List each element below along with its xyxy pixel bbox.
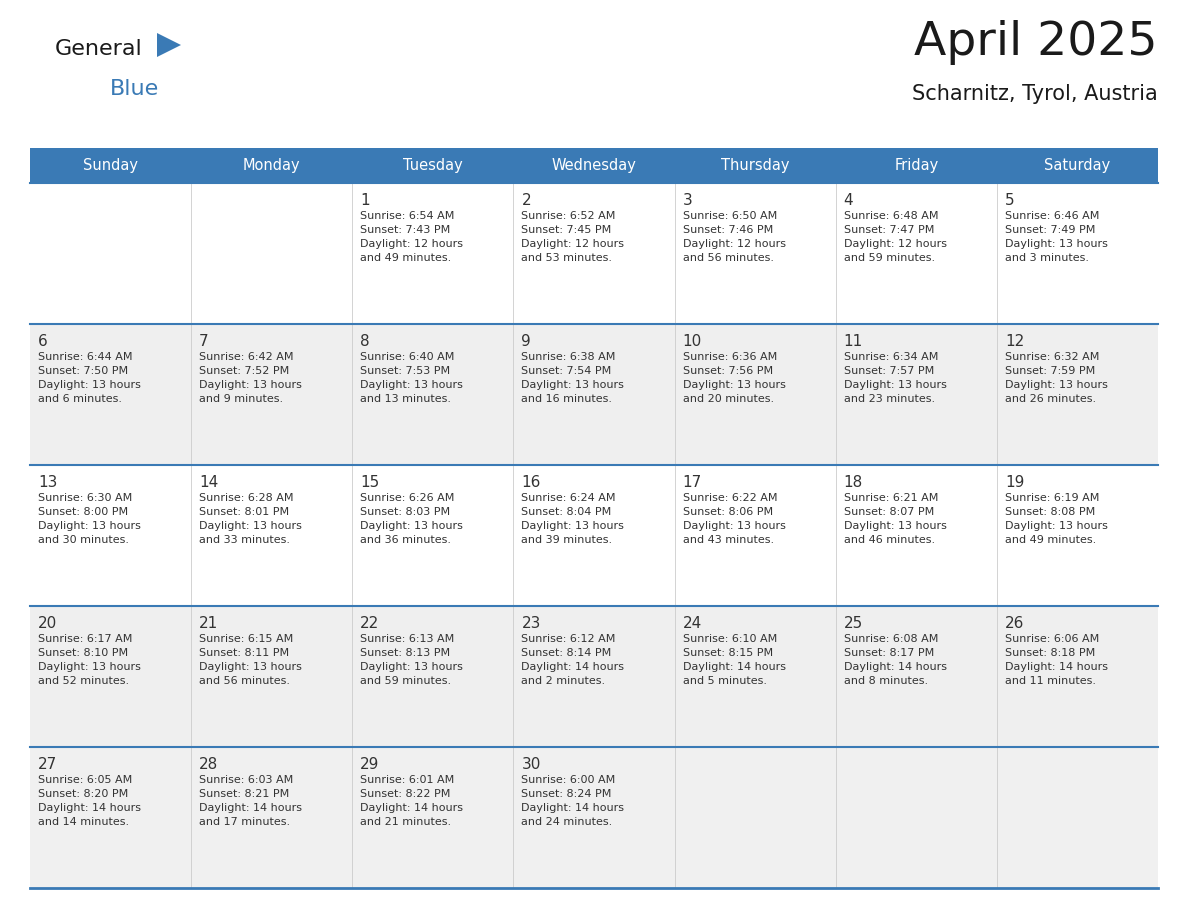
Text: Sunrise: 6:12 AM
Sunset: 8:14 PM
Daylight: 14 hours
and 2 minutes.: Sunrise: 6:12 AM Sunset: 8:14 PM Dayligh… (522, 634, 625, 686)
Text: 17: 17 (683, 475, 702, 490)
Text: Sunrise: 6:44 AM
Sunset: 7:50 PM
Daylight: 13 hours
and 6 minutes.: Sunrise: 6:44 AM Sunset: 7:50 PM Dayligh… (38, 352, 141, 404)
Text: Sunrise: 6:06 AM
Sunset: 8:18 PM
Daylight: 14 hours
and 11 minutes.: Sunrise: 6:06 AM Sunset: 8:18 PM Dayligh… (1005, 634, 1108, 686)
Text: 13: 13 (38, 475, 57, 490)
Text: Sunrise: 6:52 AM
Sunset: 7:45 PM
Daylight: 12 hours
and 53 minutes.: Sunrise: 6:52 AM Sunset: 7:45 PM Dayligh… (522, 211, 625, 263)
Text: 21: 21 (200, 616, 219, 631)
Text: 27: 27 (38, 757, 57, 772)
Text: 20: 20 (38, 616, 57, 631)
Text: Blue: Blue (110, 79, 159, 99)
Text: Sunrise: 6:38 AM
Sunset: 7:54 PM
Daylight: 13 hours
and 16 minutes.: Sunrise: 6:38 AM Sunset: 7:54 PM Dayligh… (522, 352, 625, 404)
Text: Sunrise: 6:05 AM
Sunset: 8:20 PM
Daylight: 14 hours
and 14 minutes.: Sunrise: 6:05 AM Sunset: 8:20 PM Dayligh… (38, 775, 141, 827)
Text: Sunrise: 6:22 AM
Sunset: 8:06 PM
Daylight: 13 hours
and 43 minutes.: Sunrise: 6:22 AM Sunset: 8:06 PM Dayligh… (683, 493, 785, 545)
Text: Scharnitz, Tyrol, Austria: Scharnitz, Tyrol, Austria (912, 84, 1158, 104)
Text: 9: 9 (522, 334, 531, 349)
Text: 22: 22 (360, 616, 379, 631)
Text: Monday: Monday (242, 158, 301, 173)
Text: 3: 3 (683, 193, 693, 208)
Text: Wednesday: Wednesday (551, 158, 637, 173)
Text: Friday: Friday (895, 158, 939, 173)
Text: Sunrise: 6:50 AM
Sunset: 7:46 PM
Daylight: 12 hours
and 56 minutes.: Sunrise: 6:50 AM Sunset: 7:46 PM Dayligh… (683, 211, 785, 263)
Text: 6: 6 (38, 334, 48, 349)
Text: 14: 14 (200, 475, 219, 490)
Text: Thursday: Thursday (721, 158, 789, 173)
Text: Saturday: Saturday (1044, 158, 1111, 173)
Text: 5: 5 (1005, 193, 1015, 208)
Text: Sunrise: 6:42 AM
Sunset: 7:52 PM
Daylight: 13 hours
and 9 minutes.: Sunrise: 6:42 AM Sunset: 7:52 PM Dayligh… (200, 352, 302, 404)
Text: 19: 19 (1005, 475, 1024, 490)
Text: Sunrise: 6:48 AM
Sunset: 7:47 PM
Daylight: 12 hours
and 59 minutes.: Sunrise: 6:48 AM Sunset: 7:47 PM Dayligh… (843, 211, 947, 263)
Text: Sunrise: 6:03 AM
Sunset: 8:21 PM
Daylight: 14 hours
and 17 minutes.: Sunrise: 6:03 AM Sunset: 8:21 PM Dayligh… (200, 775, 302, 827)
Text: Sunrise: 6:30 AM
Sunset: 8:00 PM
Daylight: 13 hours
and 30 minutes.: Sunrise: 6:30 AM Sunset: 8:00 PM Dayligh… (38, 493, 141, 545)
Text: 30: 30 (522, 757, 541, 772)
Text: 26: 26 (1005, 616, 1024, 631)
Text: Sunrise: 6:54 AM
Sunset: 7:43 PM
Daylight: 12 hours
and 49 minutes.: Sunrise: 6:54 AM Sunset: 7:43 PM Dayligh… (360, 211, 463, 263)
Bar (30, 747, 1158, 888)
Bar (30, 183, 1158, 324)
Text: Sunrise: 6:24 AM
Sunset: 8:04 PM
Daylight: 13 hours
and 39 minutes.: Sunrise: 6:24 AM Sunset: 8:04 PM Dayligh… (522, 493, 625, 545)
Bar (30, 324, 1158, 465)
Text: Sunrise: 6:13 AM
Sunset: 8:13 PM
Daylight: 13 hours
and 59 minutes.: Sunrise: 6:13 AM Sunset: 8:13 PM Dayligh… (360, 634, 463, 686)
Text: 16: 16 (522, 475, 541, 490)
Text: Sunrise: 6:26 AM
Sunset: 8:03 PM
Daylight: 13 hours
and 36 minutes.: Sunrise: 6:26 AM Sunset: 8:03 PM Dayligh… (360, 493, 463, 545)
Text: Sunrise: 6:46 AM
Sunset: 7:49 PM
Daylight: 13 hours
and 3 minutes.: Sunrise: 6:46 AM Sunset: 7:49 PM Dayligh… (1005, 211, 1107, 263)
Text: 23: 23 (522, 616, 541, 631)
Text: 18: 18 (843, 475, 862, 490)
Text: Sunrise: 6:01 AM
Sunset: 8:22 PM
Daylight: 14 hours
and 21 minutes.: Sunrise: 6:01 AM Sunset: 8:22 PM Dayligh… (360, 775, 463, 827)
Text: Tuesday: Tuesday (403, 158, 463, 173)
Text: 7: 7 (200, 334, 209, 349)
Text: Sunrise: 6:40 AM
Sunset: 7:53 PM
Daylight: 13 hours
and 13 minutes.: Sunrise: 6:40 AM Sunset: 7:53 PM Dayligh… (360, 352, 463, 404)
Bar (30, 465, 1158, 606)
Text: 4: 4 (843, 193, 853, 208)
Text: Sunrise: 6:36 AM
Sunset: 7:56 PM
Daylight: 13 hours
and 20 minutes.: Sunrise: 6:36 AM Sunset: 7:56 PM Dayligh… (683, 352, 785, 404)
Text: 11: 11 (843, 334, 862, 349)
Text: 2: 2 (522, 193, 531, 208)
Text: 25: 25 (843, 616, 862, 631)
Text: 10: 10 (683, 334, 702, 349)
Bar (30, 606, 1158, 747)
Text: 12: 12 (1005, 334, 1024, 349)
Text: 1: 1 (360, 193, 369, 208)
Text: Sunrise: 6:17 AM
Sunset: 8:10 PM
Daylight: 13 hours
and 52 minutes.: Sunrise: 6:17 AM Sunset: 8:10 PM Dayligh… (38, 634, 141, 686)
Text: Sunrise: 6:15 AM
Sunset: 8:11 PM
Daylight: 13 hours
and 56 minutes.: Sunrise: 6:15 AM Sunset: 8:11 PM Dayligh… (200, 634, 302, 686)
Polygon shape (157, 33, 181, 57)
Text: Sunrise: 6:28 AM
Sunset: 8:01 PM
Daylight: 13 hours
and 33 minutes.: Sunrise: 6:28 AM Sunset: 8:01 PM Dayligh… (200, 493, 302, 545)
Text: 24: 24 (683, 616, 702, 631)
Text: Sunday: Sunday (83, 158, 138, 173)
Text: Sunrise: 6:34 AM
Sunset: 7:57 PM
Daylight: 13 hours
and 23 minutes.: Sunrise: 6:34 AM Sunset: 7:57 PM Dayligh… (843, 352, 947, 404)
Text: Sunrise: 6:00 AM
Sunset: 8:24 PM
Daylight: 14 hours
and 24 minutes.: Sunrise: 6:00 AM Sunset: 8:24 PM Dayligh… (522, 775, 625, 827)
Text: Sunrise: 6:32 AM
Sunset: 7:59 PM
Daylight: 13 hours
and 26 minutes.: Sunrise: 6:32 AM Sunset: 7:59 PM Dayligh… (1005, 352, 1107, 404)
Text: 28: 28 (200, 757, 219, 772)
Text: Sunrise: 6:10 AM
Sunset: 8:15 PM
Daylight: 14 hours
and 5 minutes.: Sunrise: 6:10 AM Sunset: 8:15 PM Dayligh… (683, 634, 785, 686)
Text: Sunrise: 6:08 AM
Sunset: 8:17 PM
Daylight: 14 hours
and 8 minutes.: Sunrise: 6:08 AM Sunset: 8:17 PM Dayligh… (843, 634, 947, 686)
Text: 15: 15 (360, 475, 379, 490)
Text: April 2025: April 2025 (915, 20, 1158, 65)
Text: Sunrise: 6:19 AM
Sunset: 8:08 PM
Daylight: 13 hours
and 49 minutes.: Sunrise: 6:19 AM Sunset: 8:08 PM Dayligh… (1005, 493, 1107, 545)
Bar (30, 148, 1158, 183)
Text: 29: 29 (360, 757, 380, 772)
Text: General: General (55, 39, 143, 59)
Text: Sunrise: 6:21 AM
Sunset: 8:07 PM
Daylight: 13 hours
and 46 minutes.: Sunrise: 6:21 AM Sunset: 8:07 PM Dayligh… (843, 493, 947, 545)
Text: 8: 8 (360, 334, 369, 349)
